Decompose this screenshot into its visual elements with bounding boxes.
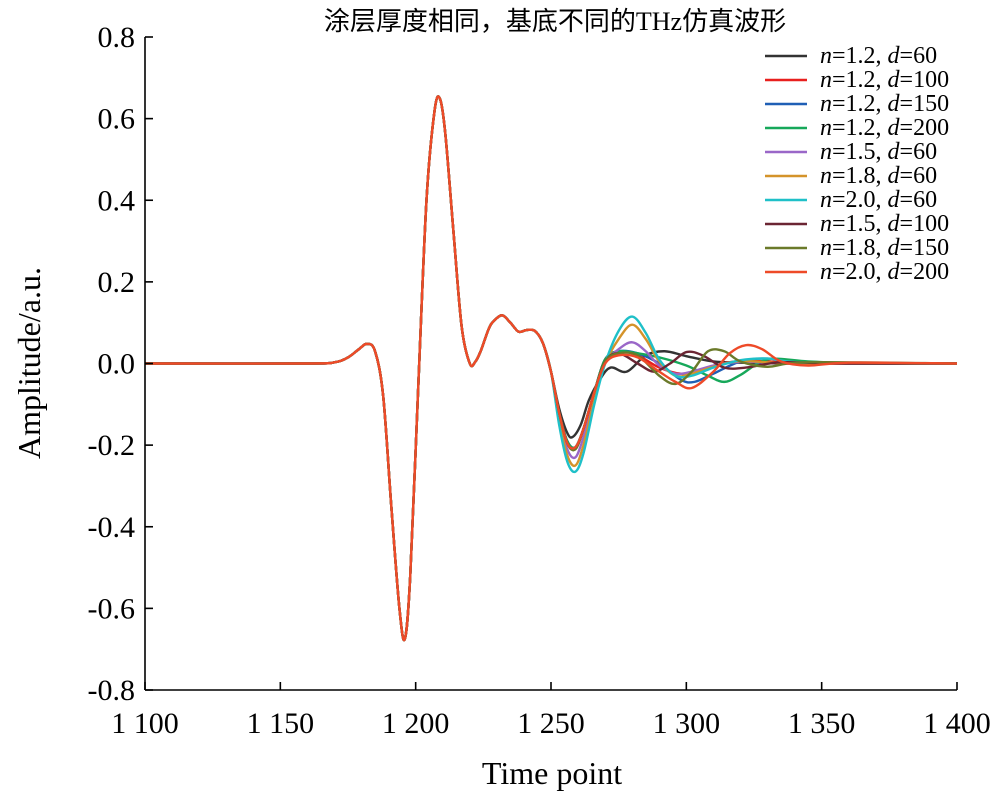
y-tick-label: 0.2: [98, 266, 136, 299]
x-axis: 1 100 1 150 1 200 1 250 1 300 1 350 1 400: [111, 682, 991, 740]
chart-title: 涂层厚度相同，基底不同的THz仿真波形: [324, 7, 786, 36]
legend-entry: n=2.0, d=200: [820, 259, 949, 285]
legend-entry: n=1.2, d=60: [820, 43, 937, 69]
x-tick-label: 1 300: [653, 707, 721, 740]
y-tick-label: -0.6: [88, 592, 136, 625]
legend-entry: n=1.8, d=60: [820, 163, 937, 189]
y-tick-label: -0.8: [88, 674, 136, 707]
y-axis-label: Amplitude/a.u.: [11, 267, 47, 459]
x-tick-label: 1 400: [923, 707, 991, 740]
x-tick-label: 1 350: [788, 707, 856, 740]
legend-entry: n=2.0, d=60: [820, 187, 937, 213]
y-tick-label: 0.4: [98, 184, 136, 217]
plot-area: [144, 95, 958, 642]
legend-entry: n=1.2, d=200: [820, 115, 949, 141]
y-tick-label: -0.4: [88, 511, 136, 544]
y-tick-label: 0.8: [98, 21, 136, 54]
series-line-10: [144, 95, 958, 642]
legend-entry: n=1.2, d=150: [820, 91, 949, 117]
legend-entry: n=1.2, d=100: [820, 67, 949, 93]
x-tick-label: 1 250: [517, 707, 585, 740]
y-tick-label: 0.6: [98, 103, 136, 136]
x-tick-label: 1 100: [111, 707, 179, 740]
x-tick-label: 1 200: [382, 707, 450, 740]
legend-entry: n=1.5, d=60: [820, 139, 937, 165]
legend-entry: n=1.5, d=100: [820, 211, 949, 237]
y-axis: -0.8 -0.6 -0.4 -0.2 0.0 0.2 0.4 0.6 0.8: [88, 21, 153, 707]
legend-entry: n=1.8, d=150: [820, 235, 949, 261]
y-tick-label: -0.2: [88, 429, 136, 462]
y-tick-label: 0.0: [98, 348, 136, 381]
x-axis-label: Time point: [482, 755, 622, 791]
x-tick-label: 1 150: [247, 707, 315, 740]
